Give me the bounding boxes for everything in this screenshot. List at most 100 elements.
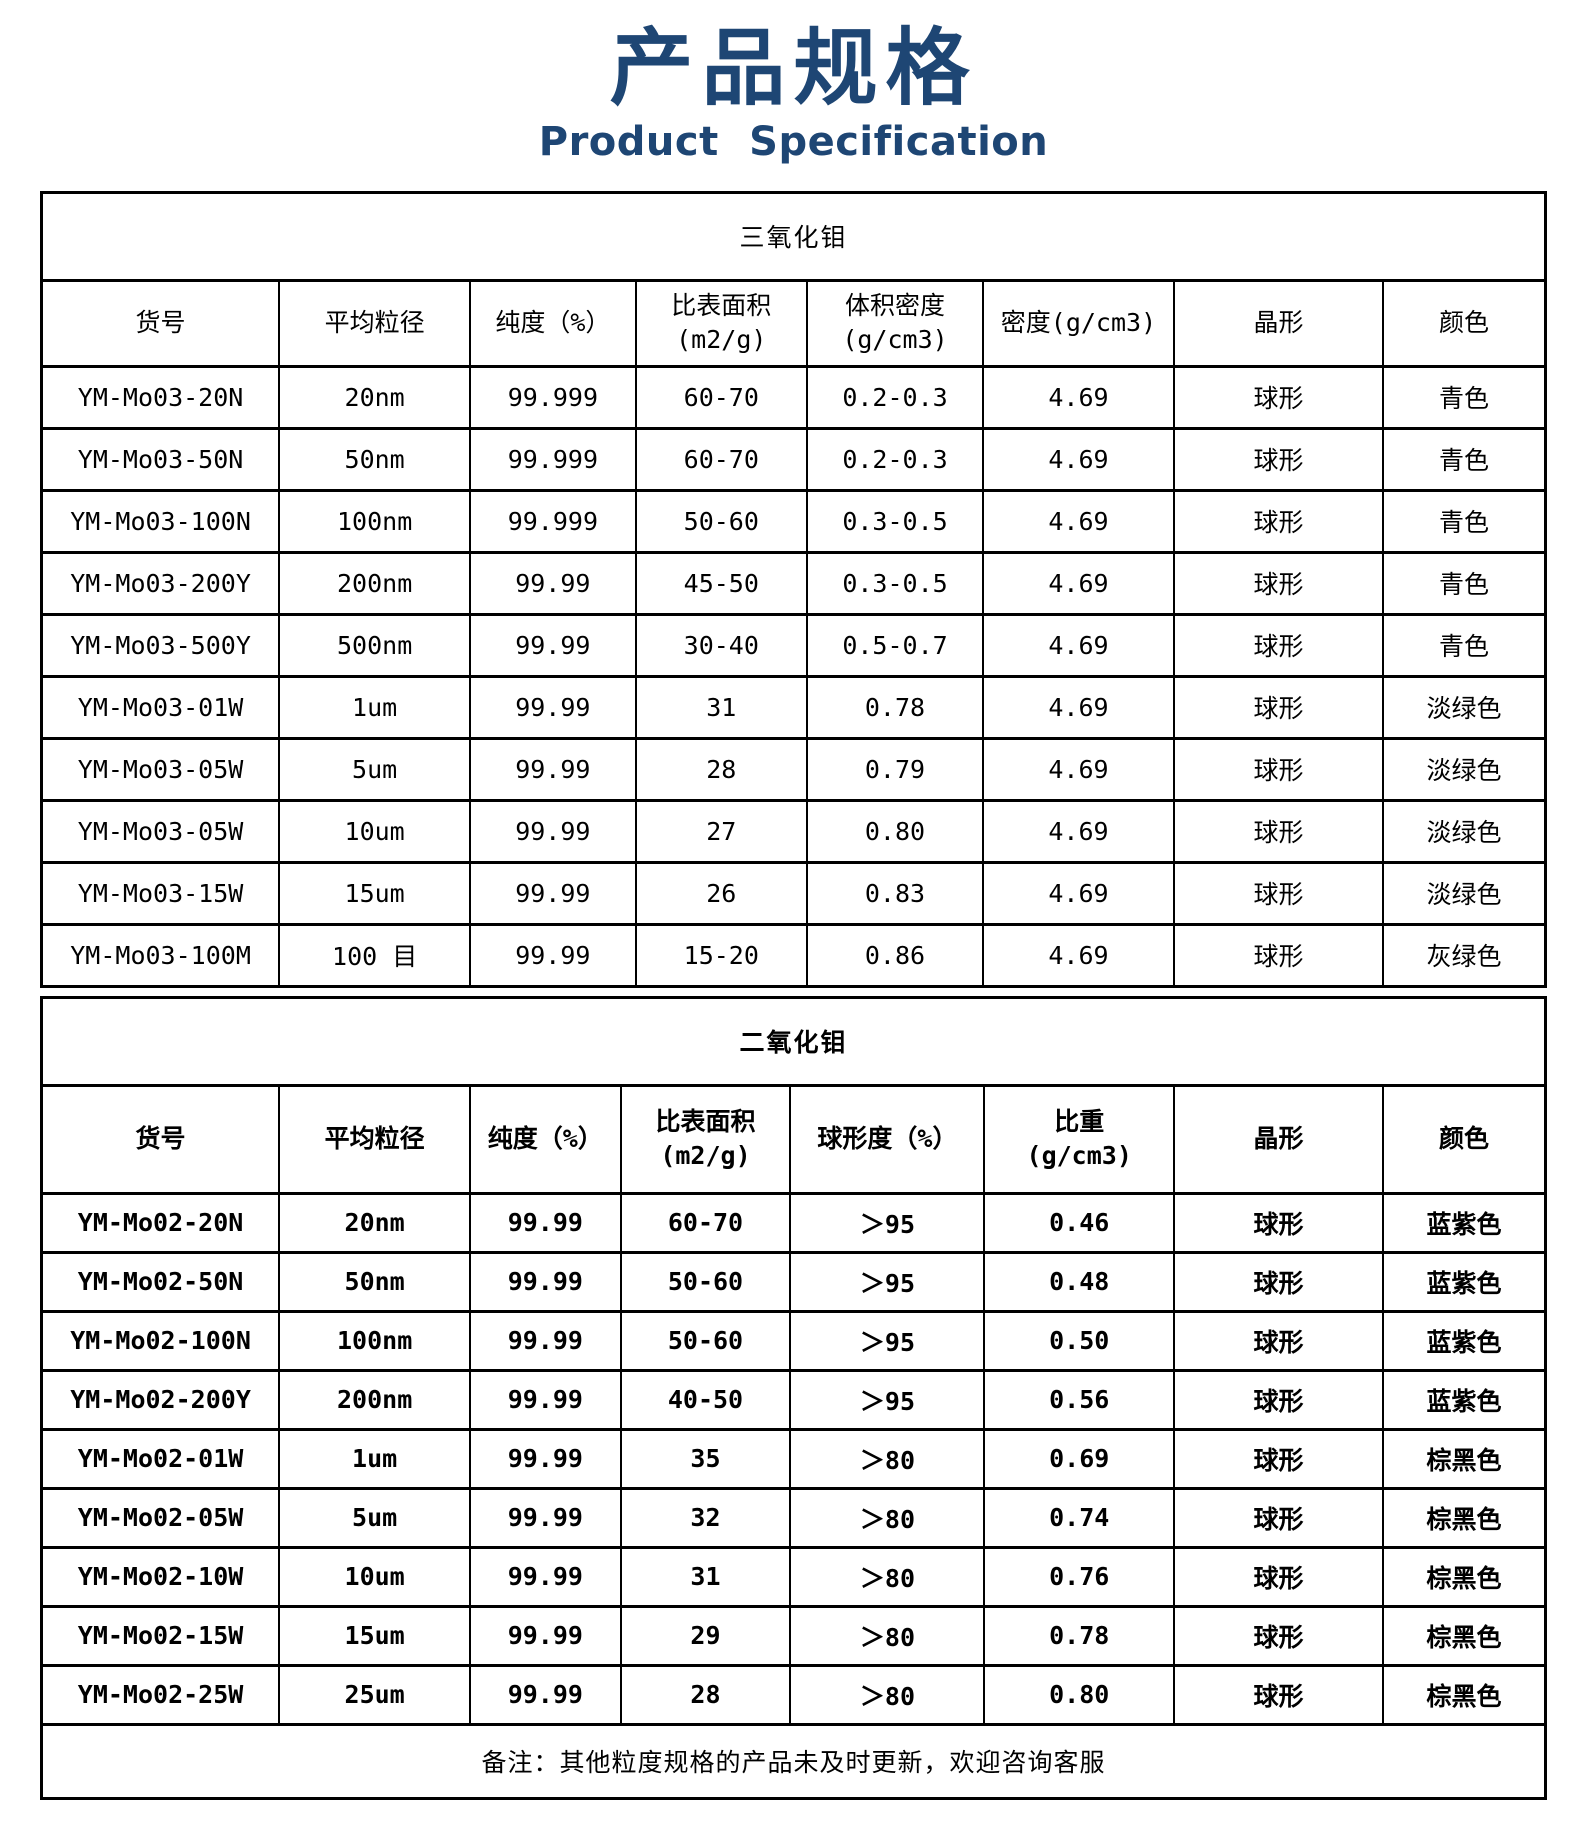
table-title-row: 二氧化钼 <box>40 995 1547 1087</box>
column-header-purity: 纯度（%） <box>469 278 637 368</box>
column-header-specific-gravity: 比重 (g/cm3) <box>983 1083 1175 1195</box>
column-header-particle-size: 平均粒径 <box>278 278 472 368</box>
column-header-crystal-form: 晶形 <box>1172 1083 1385 1195</box>
table-cell: 球形 <box>1172 1191 1385 1254</box>
table2-body: YM-Mo02-20N 20nm 99.99 60-70 ＞95 0.46 球形 蓝紫色 YM-… <box>40 1191 1547 1726</box>
table-cell: 5um <box>278 736 472 802</box>
table-cell: YM-Mo03-01W <box>40 674 281 740</box>
table-cell: ＞95 <box>789 1368 986 1431</box>
table-cell: 蓝紫色 <box>1382 1191 1547 1254</box>
table-cell: 淡绿色 <box>1382 798 1547 864</box>
table-cell: 30-40 <box>634 612 809 678</box>
table-cell: YM-Mo02-50N <box>40 1250 281 1313</box>
table-cell: 4.69 <box>981 798 1175 864</box>
table-cell: 4.69 <box>981 364 1175 430</box>
table2-header-row: 货号 平均粒径 纯度（%） 比表面积 (m2/g) 球形度（%） 比重 (g/c… <box>40 1083 1547 1195</box>
table-cell: 99.999 <box>469 488 637 554</box>
table-cell: YM-Mo03-200Y <box>40 550 281 616</box>
table-row: YM-Mo03-500Y 500nm 99.99 30-40 0.5-0.7 4.69 球形… <box>40 612 1547 678</box>
table-cell: 28 <box>619 1663 792 1726</box>
table-cell: 4.69 <box>981 550 1175 616</box>
column-header-purity: 纯度（%） <box>469 1083 622 1195</box>
table-cell: 4.69 <box>981 674 1175 740</box>
table-cell: 球形 <box>1172 1663 1385 1726</box>
table-cell: 球形 <box>1172 426 1385 492</box>
table-cell: 球形 <box>1172 860 1385 926</box>
table-cell: 15um <box>278 860 472 926</box>
table-cell: 0.56 <box>983 1368 1175 1431</box>
table-cell: 100nm <box>278 488 472 554</box>
table-cell: 29 <box>619 1604 792 1667</box>
table-row: YM-Mo03-200Y 200nm 99.99 45-50 0.3-0.5 4.69 球形… <box>40 550 1547 616</box>
table-cell: 40-50 <box>619 1368 792 1431</box>
table-cell: ＞80 <box>789 1486 986 1549</box>
table-cell: 4.69 <box>981 426 1175 492</box>
table-cell: 球形 <box>1172 922 1385 988</box>
table-cell: 99.99 <box>469 1368 622 1431</box>
table-cell: 200nm <box>278 550 472 616</box>
table-cell: YM-Mo02-25W <box>40 1663 281 1726</box>
table-cell: 20nm <box>278 1191 472 1254</box>
table-cell: YM-Mo02-05W <box>40 1486 281 1549</box>
table-cell: 50nm <box>278 426 472 492</box>
column-header-color: 颜色 <box>1382 278 1547 368</box>
table-cell: 99.99 <box>469 550 637 616</box>
mo02-spec-table: 二氧化钼 货号 平均粒径 纯度（%） 比表面积 (m2/g) 球形度（%） 比重… <box>40 995 1547 1800</box>
table-cell: 球形 <box>1172 1427 1385 1490</box>
table-cell: 99.99 <box>469 1545 622 1608</box>
table-cell: 蓝紫色 <box>1382 1368 1547 1431</box>
table-row: YM-Mo03-50N 50nm 99.999 60-70 0.2-0.3 4.69 球形青… <box>40 426 1547 492</box>
mo03-spec-table: 三氧化钼 货号 平均粒径 纯度（%） 比表面积 (m2/g) 体积密度 (g/c… <box>40 190 1547 988</box>
table-cell: 35 <box>619 1427 792 1490</box>
table-cell: 球形 <box>1172 798 1385 864</box>
table-row: YM-Mo03-20N 20nm 99.999 60-70 0.2-0.3 4.69 球形青… <box>40 364 1547 430</box>
table-cell: YM-Mo03-50N <box>40 426 281 492</box>
table-cell: YM-Mo03-500Y <box>40 612 281 678</box>
table-cell: ＞95 <box>789 1250 986 1313</box>
page-title: 产品规格 <box>609 19 978 117</box>
table-cell: 棕黑色 <box>1382 1486 1547 1549</box>
table-cell: YM-Mo03-05W <box>40 798 281 864</box>
table-cell: 淡绿色 <box>1382 674 1547 740</box>
table-cell: 100 目 <box>278 922 472 988</box>
table1-header-row: 货号 平均粒径 纯度（%） 比表面积 (m2/g) 体积密度 (g/cm3) 密… <box>40 278 1547 368</box>
table-cell: 10um <box>278 1545 472 1608</box>
table-cell: 1um <box>278 674 472 740</box>
table-cell: 500nm <box>278 612 472 678</box>
table-cell: 棕黑色 <box>1382 1427 1547 1490</box>
table-cell: 50nm <box>278 1250 472 1313</box>
table-cell: 60-70 <box>634 364 809 430</box>
table-title-row: 三氧化钼 <box>40 190 1547 282</box>
table1-body: YM-Mo03-20N 20nm 99.999 60-70 0.2-0.3 4.69 球形青… <box>40 364 1547 988</box>
column-header-item-no: 货号 <box>40 278 281 368</box>
table-cell: 15um <box>278 1604 472 1667</box>
table-cell: 50-60 <box>619 1309 792 1372</box>
table-cell: 4.69 <box>981 612 1175 678</box>
table-cell: 球形 <box>1172 1368 1385 1431</box>
table-cell: 棕黑色 <box>1382 1663 1547 1726</box>
table-row: YM-Mo03-100N 100nm 99.999 50-60 0.3-0.5 4.69 球… <box>40 488 1547 554</box>
table-cell: 99.99 <box>469 1486 622 1549</box>
table-cell: YM-Mo02-10W <box>40 1545 281 1608</box>
table-row: YM-Mo02-25W 25um 99.99 28 ＞80 0.80 球形 棕黑色 <box>40 1663 1547 1726</box>
table-cell: 0.78 <box>983 1604 1175 1667</box>
table-cell: 99.99 <box>469 736 637 802</box>
table-cell: YM-Mo03-20N <box>40 364 281 430</box>
table-cell: 球形 <box>1172 1309 1385 1372</box>
table-cell: YM-Mo02-01W <box>40 1427 281 1490</box>
table-cell: 球形 <box>1172 1604 1385 1667</box>
table-cell: 0.76 <box>983 1545 1175 1608</box>
table-cell: YM-Mo02-20N <box>40 1191 281 1254</box>
table-cell: 球形 <box>1172 364 1385 430</box>
table-cell: ＞80 <box>789 1427 986 1490</box>
column-header-density: 密度(g/cm3) <box>981 278 1175 368</box>
table-cell: 球形 <box>1172 1250 1385 1313</box>
column-header-bulk-density: 体积密度 (g/cm3) <box>806 278 984 368</box>
table-cell: 球形 <box>1172 1486 1385 1549</box>
table2-title: 二氧化钼 <box>40 995 1547 1087</box>
table-cell: 0.69 <box>983 1427 1175 1490</box>
table-cell: YM-Mo03-100N <box>40 488 281 554</box>
table-cell: 球形 <box>1172 674 1385 740</box>
table-cell: 99.99 <box>469 1250 622 1313</box>
